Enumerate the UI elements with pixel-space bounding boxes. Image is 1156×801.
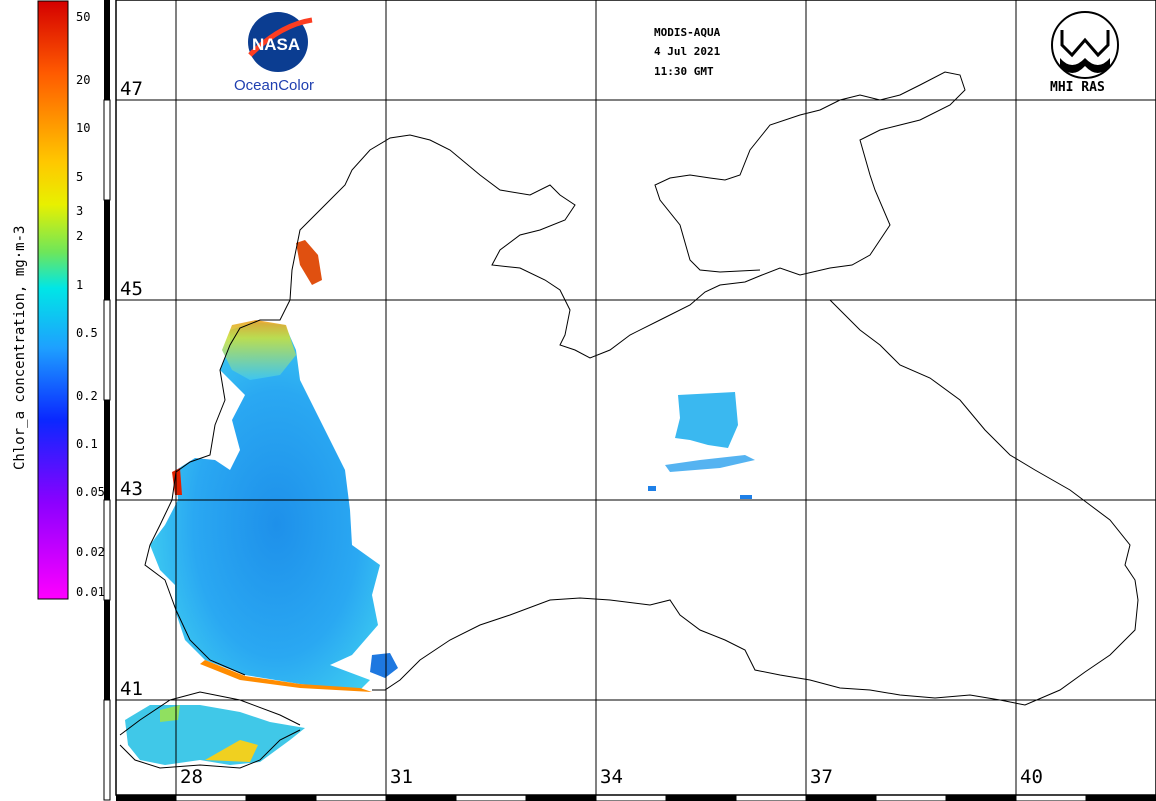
lat-label: 45 xyxy=(120,278,143,300)
chlorophyll-central-patch xyxy=(675,392,738,448)
colorbar-tick: 0.5 xyxy=(76,326,98,340)
time-label: 11:30 GMT xyxy=(654,65,714,78)
colorbar-tick: 5 xyxy=(76,170,84,184)
lat-label: 47 xyxy=(120,78,143,100)
map-frame xyxy=(115,0,1156,796)
coastal-bloom-dnipro xyxy=(296,240,322,285)
lon-label: 31 xyxy=(390,766,413,788)
colorbar-tick: 2 xyxy=(76,229,84,243)
oceancolor-text: OceanColor xyxy=(234,77,315,94)
mhi-ras-text: MHI RAS xyxy=(1050,80,1105,95)
colorbar-tick: 20 xyxy=(76,73,91,87)
coastline-main xyxy=(144,71,1139,706)
nasa-logo: NASA xyxy=(248,12,313,72)
chlorophyll-west-shelf xyxy=(150,322,380,690)
lat-label: 41 xyxy=(120,678,143,700)
colorbar-tick: 10 xyxy=(76,121,91,135)
colorbar xyxy=(37,0,69,600)
sensor-label: MODIS-AQUA xyxy=(654,26,721,39)
colorbar-tick: 0.01 xyxy=(76,585,105,599)
bosphorus-patch xyxy=(370,653,398,678)
colorbar-tick: 0.2 xyxy=(76,389,98,403)
lon-label: 28 xyxy=(180,766,203,788)
colorbar-tick: 1 xyxy=(76,278,84,292)
colorbar-tick: 50 xyxy=(76,10,91,24)
colorbar-tick: 0.05 xyxy=(76,485,105,499)
coastal-bloom-south xyxy=(200,660,372,692)
lat-label: 43 xyxy=(120,478,143,500)
date-label: 4 Jul 2021 xyxy=(654,45,721,58)
lat-lon-grid xyxy=(116,0,1156,795)
chlorophyll-north-plume xyxy=(222,320,296,380)
colorbar-tick: 3 xyxy=(76,204,84,218)
svg-text:NASA: NASA xyxy=(252,35,300,54)
colorbar-tick: 0.02 xyxy=(76,545,105,559)
mhi-logo xyxy=(1051,11,1119,79)
lon-label: 37 xyxy=(810,766,833,788)
colorbar-title: Chlor_a concentration, mg·m-3 xyxy=(12,225,28,470)
coastal-bloom-west xyxy=(172,468,182,495)
lon-label: 34 xyxy=(600,766,623,788)
colorbar-tick: 0.1 xyxy=(76,437,98,451)
lon-label: 40 xyxy=(1020,766,1043,788)
